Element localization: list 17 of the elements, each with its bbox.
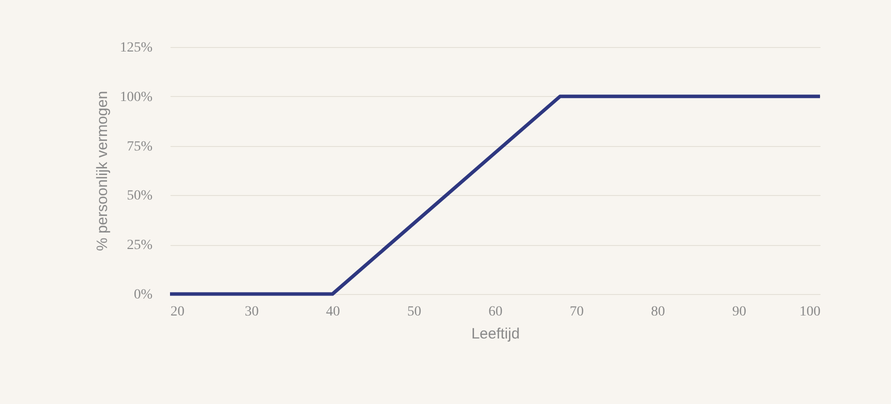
x-tick-label: 30 bbox=[244, 304, 259, 320]
x-axis-title: Leeftijd bbox=[471, 326, 520, 342]
y-tick-label: 100% bbox=[120, 90, 153, 105]
y-tick-label: 125% bbox=[120, 40, 153, 56]
x-tick-label: 20 bbox=[170, 304, 184, 320]
y-axis-title: % persoonlijk vermogen bbox=[94, 90, 111, 252]
x-tick-label: 40 bbox=[326, 304, 340, 320]
x-tick-label: 50 bbox=[407, 304, 422, 320]
y-tick-label: 25% bbox=[126, 238, 153, 254]
y-tick-label: 0% bbox=[134, 288, 153, 302]
x-tick-label: 100 bbox=[800, 304, 820, 320]
x-tick-label: 80 bbox=[651, 304, 665, 320]
y-tick-label: 75% bbox=[126, 139, 153, 154]
x-tick-label: 90 bbox=[732, 304, 746, 320]
x-tick-label: 70 bbox=[570, 304, 584, 320]
x-tick-label: 60 bbox=[488, 304, 502, 320]
y-tick-label: 50% bbox=[126, 188, 153, 204]
